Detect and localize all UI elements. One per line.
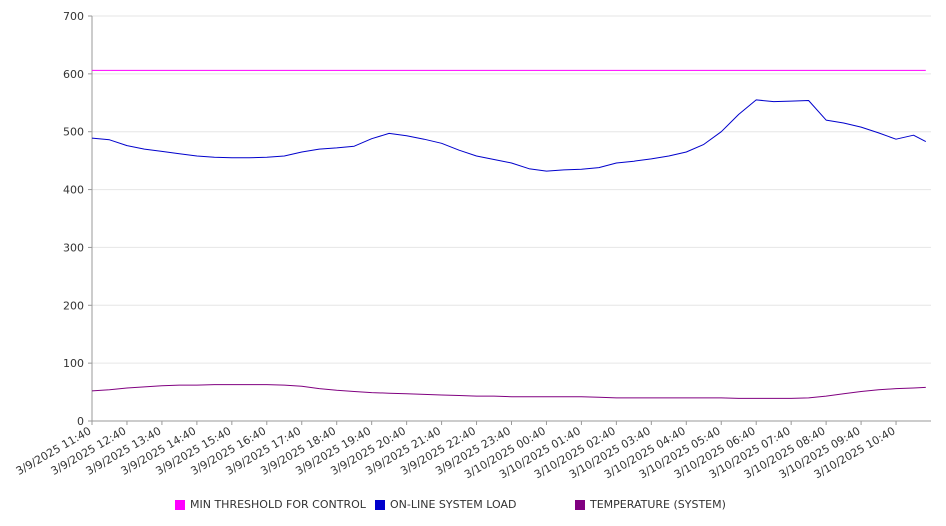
gridlines (92, 15, 931, 422)
y-tick-label: 100 (63, 357, 84, 370)
y-tick-label: 400 (63, 184, 84, 197)
series-line-1 (91, 99, 927, 172)
y-tick-label: 0 (77, 415, 84, 428)
legend-label-temperature: TEMPERATURE (SYSTEM) (590, 498, 726, 511)
y-tick-label: 700 (63, 10, 84, 23)
y-tick-label: 600 (63, 68, 84, 81)
legend-swatch-min-threshold (175, 500, 185, 510)
y-tick-label: 500 (63, 126, 84, 139)
legend: MIN THRESHOLD FOR CONTROL ON-LINE SYSTEM… (0, 498, 946, 518)
series-line-2 (91, 384, 926, 399)
series-lines (91, 69, 927, 399)
legend-item-online-system-load[interactable]: ON-LINE SYSTEM LOAD (375, 498, 516, 512)
legend-label-online-system-load: ON-LINE SYSTEM LOAD (390, 498, 517, 511)
legend-swatch-temperature (575, 500, 585, 510)
legend-item-min-threshold[interactable]: MIN THRESHOLD FOR CONTROL (175, 498, 366, 512)
y-tick-label: 300 (63, 241, 84, 254)
x-axis-tick-labels: 3/9/2025 11:403/9/2025 12:403/9/2025 13:… (14, 424, 898, 481)
legend-swatch-online-system-load (375, 500, 385, 510)
legend-item-temperature[interactable]: TEMPERATURE (SYSTEM) (575, 498, 726, 512)
axes (88, 15, 931, 425)
legend-label-min-threshold: MIN THRESHOLD FOR CONTROL (190, 498, 366, 511)
y-tick-label: 200 (63, 299, 84, 312)
y-axis-tick-labels: 0 100 200 300 400 500 600 700 (63, 10, 84, 428)
